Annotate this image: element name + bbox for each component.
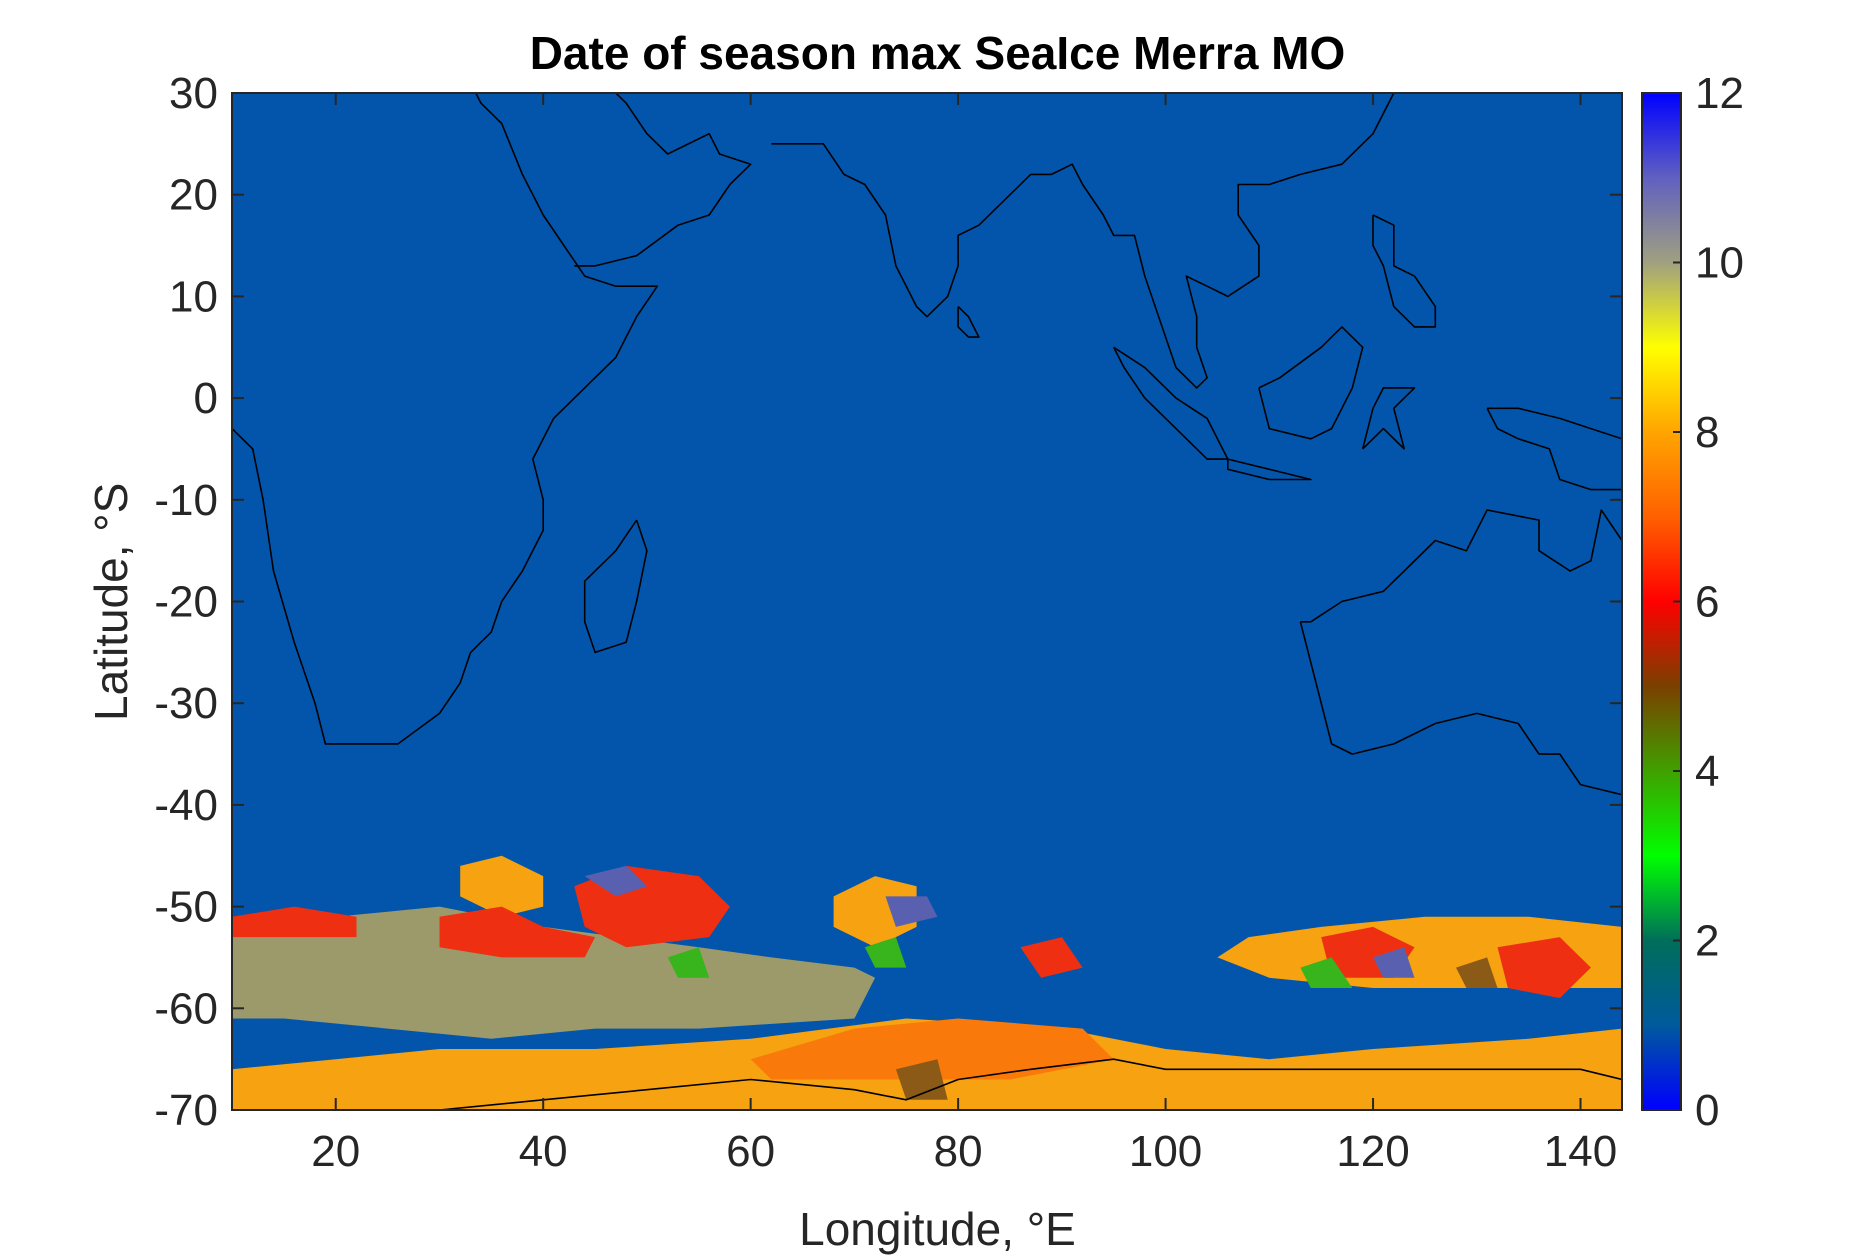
coastline-africa: [232, 93, 659, 745]
coastline-arabia: [574, 93, 752, 267]
chart-title: Date of season max SeaIce Merra MO: [529, 27, 1346, 79]
region-purple-patch-2: [885, 896, 938, 927]
coastline-java: [1227, 458, 1312, 481]
region-brown-patch-1: [895, 1059, 948, 1100]
x-tick-label: 80: [934, 1127, 983, 1176]
y-tick-label: 0: [194, 374, 218, 423]
coastline-australia: [1299, 509, 1622, 796]
y-tick-label: -20: [154, 578, 218, 627]
region-orange-islands: [460, 855, 544, 917]
region-purple-patch-1: [584, 865, 647, 897]
regions-layer: [232, 855, 1622, 1110]
region-red-patch-1: [232, 906, 357, 938]
y-axis-label: Latitude, °S: [85, 482, 137, 721]
region-brown-patch-2: [1456, 957, 1498, 988]
coastline-sulawesi: [1361, 387, 1416, 450]
x-tick-label: 20: [311, 1127, 360, 1176]
colorbar-tick-label: 2: [1695, 917, 1719, 966]
coastline-india: [771, 93, 1395, 389]
colorbar-tick-label: 10: [1695, 239, 1744, 288]
coastline-borneo: [1258, 326, 1364, 440]
y-tick-label: 10: [169, 272, 218, 321]
colorbar-ticks: 0 2 4 6 8 10 12: [1673, 69, 1744, 1135]
y-tick-label: -50: [154, 883, 218, 932]
region-deep-orange-core: [750, 1018, 1114, 1080]
colorbar-tick-label: 12: [1695, 69, 1744, 118]
coastline-philippines: [1372, 214, 1437, 328]
y-tick-label: -10: [154, 476, 218, 525]
coastline-sri-lanka: [957, 306, 980, 338]
y-tick-label: -30: [154, 679, 218, 728]
x-axis-label: Longitude, °E: [799, 1203, 1076, 1255]
colorbar-tick-label: 0: [1695, 1086, 1719, 1135]
y-axis-ticks: 30 20 10 0 -10 -20 -30 -40 -50 -60 -70: [154, 69, 1622, 1135]
colorbar-tick-label: 6: [1695, 578, 1719, 627]
coastline-antarctica: [232, 1058, 1622, 1110]
y-tick-label: -40: [154, 781, 218, 830]
y-tick-label: 20: [169, 171, 218, 220]
region-purple-patch-3: [1373, 947, 1415, 978]
y-tick-label: -60: [154, 984, 218, 1033]
coastline-new-guinea: [1486, 407, 1622, 491]
x-tick-label: 60: [726, 1127, 775, 1176]
region-grey-band: [232, 906, 876, 1039]
region-orange-kerguelen: [833, 876, 917, 948]
colorbar-tick-label: 4: [1695, 747, 1719, 796]
coastline-madagascar: [583, 519, 648, 654]
y-tick-label: -70: [154, 1086, 218, 1135]
region-red-patch-6: [1020, 937, 1083, 978]
region-red-patch-5: [1497, 937, 1591, 999]
x-tick-label: 100: [1129, 1127, 1202, 1176]
x-tick-label: 140: [1544, 1127, 1617, 1176]
colorbar-tick-label: 8: [1695, 408, 1719, 457]
region-green-patch-3: [864, 937, 907, 968]
y-tick-label: 30: [169, 69, 218, 118]
region-green-patch-2: [1300, 957, 1353, 988]
x-axis-ticks: 20 40 60 80 100 120 140: [311, 93, 1617, 1176]
region-red-patch-2: [439, 906, 596, 958]
region-green-patch-1: [667, 947, 710, 978]
coastline-layer: [232, 93, 1622, 1110]
x-tick-label: 40: [519, 1127, 568, 1176]
coastline-sumatra: [1112, 346, 1229, 460]
x-tick-label: 120: [1336, 1127, 1409, 1176]
